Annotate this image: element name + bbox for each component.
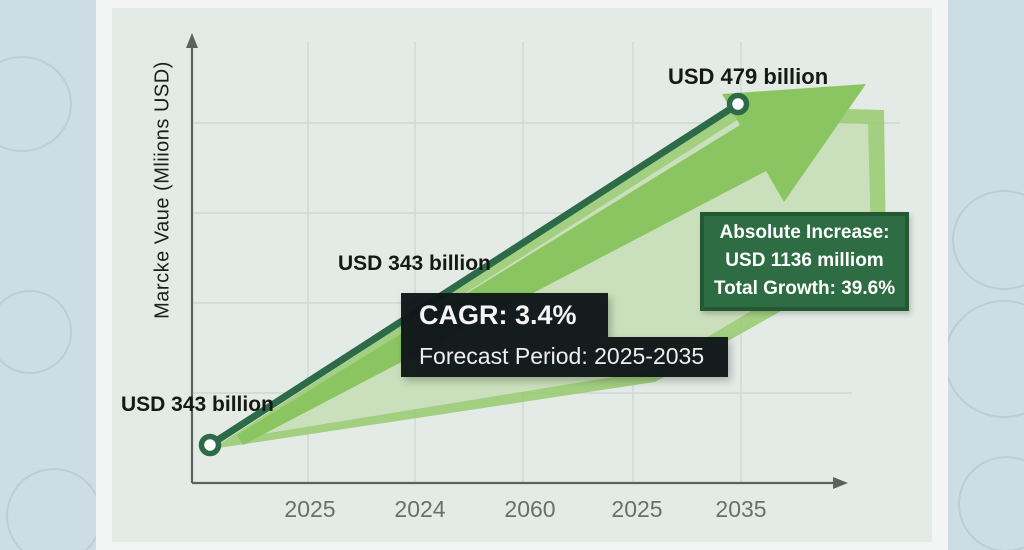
x-tick-2024: 2024 [394, 496, 446, 522]
x-tick-2035: 2035 [715, 496, 767, 522]
absolute-increase-callout: Absolute Increase: USD 1136 milliom Tota… [700, 212, 909, 311]
x-axis-arrowhead [833, 477, 848, 489]
cagr-value: CAGR: 3.4% [401, 293, 608, 337]
total-growth-value: Total Growth: 39.6% [713, 278, 896, 299]
x-tick-2025a: 2025 [284, 496, 336, 522]
absolute-increase-value: USD 1136 milliom [725, 250, 884, 271]
trend-line [206, 100, 742, 449]
y-axis-label: Marcke Vaue (Mliions USD) [151, 61, 174, 319]
x-tick-2025b: 2025 [611, 496, 663, 522]
end-value-label: USD 479 billion [668, 64, 829, 89]
axes [190, 44, 838, 485]
forecast-period: Forecast Period: 2025-2035 [401, 337, 728, 377]
margin-doodle-circle [0, 290, 72, 374]
middle-value-label: USD 343 billion [338, 252, 491, 275]
cagr-callout: CAGR: 3.4% Forecast Period: 2025-2035 [401, 293, 728, 377]
x-tick-2060: 2060 [504, 496, 556, 522]
absolute-increase-title: Absolute Increase: [719, 222, 890, 243]
end-point-marker[interactable] [726, 92, 750, 116]
growth-arrow [237, 84, 866, 445]
y-axis-arrowhead [186, 33, 198, 48]
start-value-label: USD 343 billion [121, 393, 274, 416]
start-point-marker[interactable] [198, 433, 222, 457]
